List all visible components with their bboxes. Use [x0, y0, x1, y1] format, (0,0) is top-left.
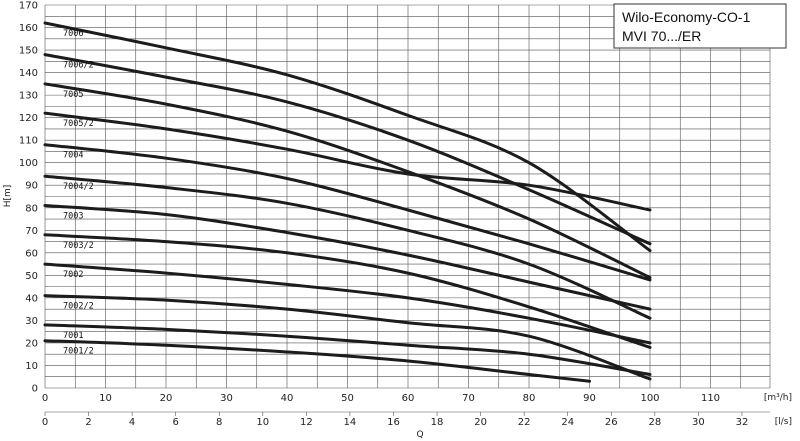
series-label: 7001/2 — [63, 347, 94, 357]
series-label: 7001 — [63, 331, 83, 341]
x2-tick-label: 22 — [518, 417, 531, 428]
series-labels: 7006 7006/2 7005 7005/2 7004 7004/2 7003 7003/2… — [63, 29, 94, 357]
x-axis-ticks-secondary: 0 2 4 6 8 10 12 14 16 18 20 22 24 26 28 30 32 — [42, 417, 749, 428]
title-line-2: MVI 70.../ER — [622, 28, 701, 44]
series-line-7005-2 — [43, 111, 652, 212]
x2-tick-label: 16 — [387, 417, 400, 428]
x-tick-label: 60 — [402, 393, 415, 404]
series-line-7003 — [43, 204, 652, 311]
series-line-7006 — [43, 21, 652, 253]
series-label: 7002 — [63, 270, 83, 280]
x2-tick-label: 30 — [692, 417, 705, 428]
x2-tick-label: 10 — [256, 417, 269, 428]
x2-tick-label: 0 — [42, 417, 48, 428]
y-tick-label: 100 — [19, 158, 38, 169]
x-tick-label: 0 — [42, 393, 48, 404]
y-axis-label: H[m] — [3, 185, 13, 208]
y-tick-label: 130 — [19, 91, 38, 102]
x-tick-label: 90 — [583, 393, 596, 404]
x2-tick-label: 14 — [344, 417, 357, 428]
series-label: 7003/2 — [63, 241, 94, 251]
series-line-7004 — [43, 143, 652, 282]
y-tick-label: 170 — [19, 1, 38, 12]
x-tick-label: 40 — [281, 393, 294, 404]
y-tick-label: 60 — [25, 248, 38, 259]
y-tick-label: 0 — [32, 384, 38, 395]
x2-tick-label: 28 — [648, 417, 661, 428]
series-line-7001-2 — [43, 339, 591, 383]
x2-tick-label: 2 — [85, 417, 91, 428]
x-tick-label: 20 — [160, 393, 173, 404]
x-tick-label: 80 — [523, 393, 536, 404]
grid — [44, 4, 771, 416]
y-tick-label: 20 — [25, 338, 38, 349]
x2-tick-label: 8 — [216, 417, 222, 428]
x2-tick-label: 18 — [431, 417, 444, 428]
x2-tick-label: 6 — [172, 417, 178, 428]
series-line-7004-2 — [43, 174, 652, 320]
y-tick-label: 10 — [25, 361, 38, 372]
y-tick-label: 50 — [25, 271, 38, 282]
y-tick-label: 120 — [19, 113, 38, 124]
series-line-7002 — [43, 262, 652, 345]
x-tick-label: 30 — [220, 393, 233, 404]
series-line-7005 — [43, 82, 652, 280]
series-label: 7005/2 — [63, 119, 94, 129]
series-line-7001 — [43, 323, 652, 376]
series-label: 7006/2 — [63, 61, 94, 71]
series-label: 7004/2 — [63, 182, 94, 192]
x2-tick-label: 32 — [736, 417, 749, 428]
series-line-7006-2 — [43, 53, 652, 246]
series-label: 7005 — [63, 90, 83, 100]
x-tick-label: 10 — [99, 393, 112, 404]
x-tick-label: 100 — [640, 393, 659, 404]
x-axis-label: Q — [416, 430, 423, 440]
y-tick-label: 30 — [25, 316, 38, 327]
y-tick-label: 80 — [25, 203, 38, 214]
x-tick-label: 50 — [341, 393, 354, 404]
y-axis-ticks: 0 10 20 30 40 50 60 70 80 90 100 110 120 130 140 150 160… — [19, 1, 38, 395]
y-tick-label: 140 — [19, 68, 38, 79]
series-label: 7006 — [63, 29, 83, 39]
series-label: 7003 — [63, 212, 83, 222]
x-axis-ticks-primary: 0 10 20 30 40 50 60 70 80 90 100 110 — [42, 393, 720, 404]
series-label: 7002/2 — [63, 302, 94, 312]
y-tick-label: 90 — [25, 181, 38, 192]
x-unit-secondary: [l/s] — [775, 417, 792, 427]
x-tick-label: 70 — [462, 393, 475, 404]
title-line-1: Wilo-Economy-CO-1 — [622, 9, 751, 25]
series-line-7002-2 — [43, 294, 652, 381]
x2-tick-label: 24 — [561, 417, 574, 428]
y-tick-label: 40 — [25, 293, 38, 304]
series-label: 7004 — [63, 151, 83, 161]
y-tick-label: 70 — [25, 226, 38, 237]
title-box: Wilo-Economy-CO-1 MVI 70.../ER — [613, 3, 787, 49]
y-tick-label: 150 — [19, 46, 38, 57]
x2-tick-label: 4 — [129, 417, 135, 428]
x2-tick-label: 20 — [474, 417, 487, 428]
series-line-7003-2 — [43, 233, 652, 349]
x-tick-label: 110 — [701, 393, 720, 404]
y-tick-label: 160 — [19, 23, 38, 34]
series-curves — [43, 21, 652, 383]
x2-tick-label: 26 — [605, 417, 618, 428]
y-tick-label: 110 — [19, 136, 38, 147]
x-unit-primary: [m³/h] — [764, 393, 792, 403]
x2-tick-label: 12 — [300, 417, 313, 428]
